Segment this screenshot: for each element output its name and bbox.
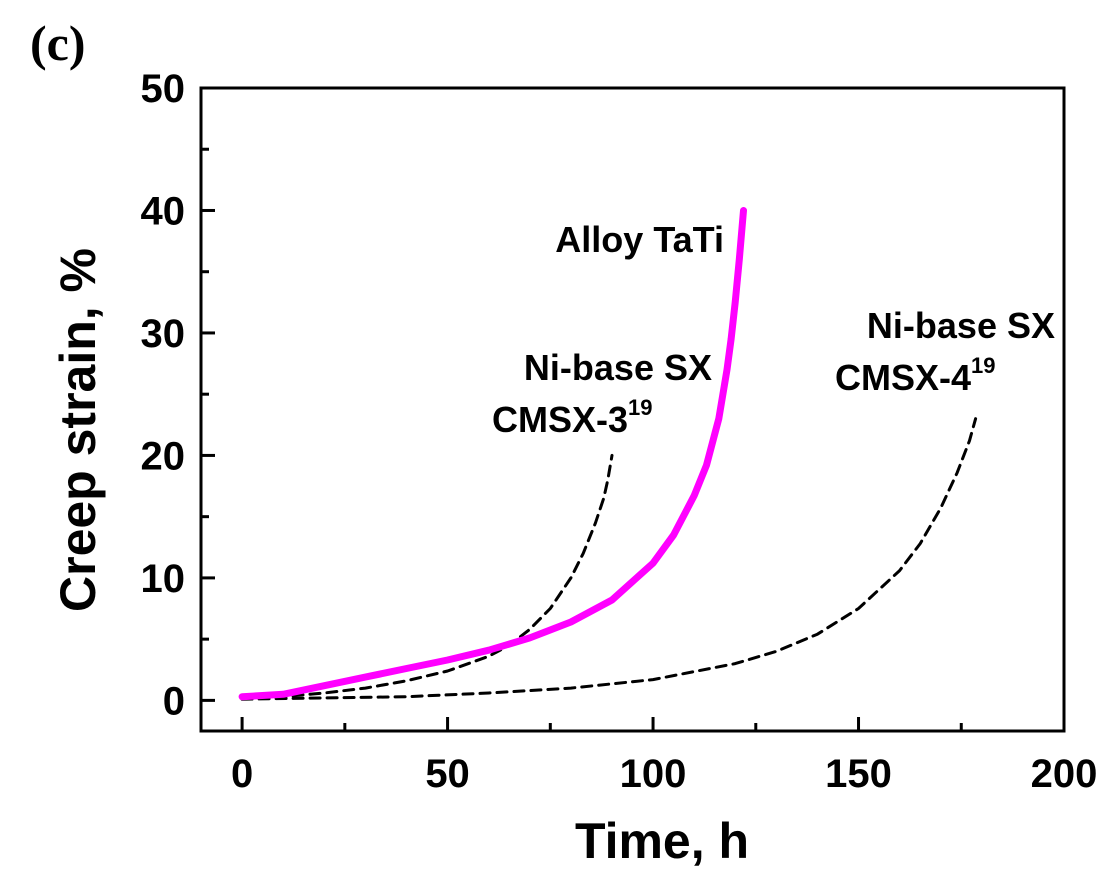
x-tick-label: 0 (231, 752, 253, 796)
x-tick-label: 150 (825, 752, 892, 796)
panel-label: (c) (30, 15, 86, 71)
series-layer (238, 207, 978, 701)
y-tick-label: 20 (141, 434, 186, 478)
series-line-cmsx3 (240, 453, 614, 700)
series-label-cmsx3-line2: CMSX-319 (492, 395, 653, 440)
x-axis-title: Time, h (575, 813, 749, 869)
cmsx3-superscript: 19 (628, 395, 652, 420)
series-label-cmsx3-line1: Ni-base SX (524, 347, 712, 388)
x-tick-label: 200 (1031, 752, 1098, 796)
x-tick-label: 50 (425, 752, 470, 796)
series-line-alloy-tati (238, 207, 747, 701)
y-axis-title: Creep strain, % (50, 248, 106, 612)
y-tick-label: 0 (163, 679, 185, 723)
series-line-cmsx4 (240, 417, 978, 701)
y-tick-label: 30 (141, 312, 186, 356)
y-tick-label: 50 (141, 67, 186, 111)
series-label-alloy-tati: Alloy TaTi (555, 219, 724, 260)
axis-tick-labels: 0 50 100 150 200 0 10 20 30 40 50 (141, 67, 1098, 796)
y-tick-label: 40 (141, 189, 186, 233)
plot-frame (199, 86, 1066, 733)
x-tick-label: 100 (620, 752, 687, 796)
series-label-cmsx4-line1: Ni-base SX (867, 305, 1055, 346)
y-tick-label: 10 (141, 557, 186, 601)
axis-ticks (201, 86, 1066, 731)
series-label-cmsx4-line2: CMSX-419 (835, 353, 996, 398)
cmsx4-superscript: 19 (971, 353, 995, 378)
